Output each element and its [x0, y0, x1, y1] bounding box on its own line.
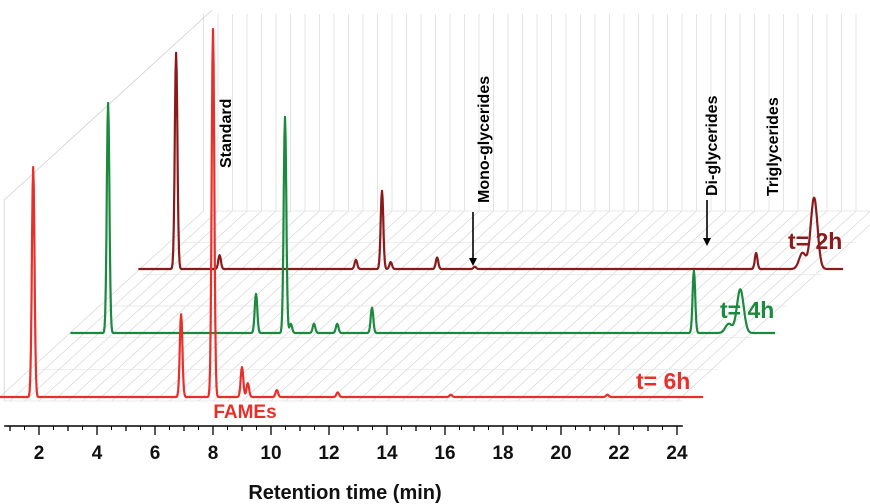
series-line-1 [137, 51, 844, 271]
series-label-2: t= 4h [720, 297, 774, 323]
x-tick-label: 6 [150, 443, 161, 464]
x-axis: 2 4 6 8 10 12 14 16 18 20 22 24 [4, 425, 688, 464]
annotation-triglycerides: Triglycerides [765, 97, 782, 196]
x-tick-label: 14 [376, 443, 398, 464]
annotation-monoglycerides: Mono-glycerides [476, 76, 493, 203]
series-label-3: t= 6h [636, 368, 690, 394]
x-tick-label: 16 [434, 443, 455, 464]
x-tick-label: 12 [318, 443, 339, 464]
x-tick-label: 4 [92, 443, 103, 464]
arrow-monoglycerides-head [469, 258, 477, 266]
arrow-diglycerides-head [703, 238, 711, 246]
series-traces: t= 2h t= 4h t= 6h [0, 27, 844, 399]
x-tick-label: 2 [34, 443, 45, 464]
x-tick-label: 24 [666, 443, 688, 464]
series-line-2 [69, 101, 776, 335]
annotations: Standard Mono-glycerides Di-glycerides Trig… [213, 76, 782, 423]
x-tick-label: 18 [492, 443, 513, 464]
x-axis-title: Retention time (min) [248, 482, 441, 504]
series-label-1: t= 2h [788, 228, 842, 254]
series-line-3 [0, 27, 704, 399]
x-tick-label: 10 [260, 443, 281, 464]
x-tick-label: 22 [608, 443, 629, 464]
annotation-standard: Standard [218, 99, 235, 168]
perspective-grid [0, 9, 870, 402]
annotation-diglycerides: Di-glycerides [704, 95, 721, 196]
x-tick-label: 20 [550, 443, 571, 464]
x-tick-label: 8 [208, 443, 219, 464]
annotation-fames: FAMEs [213, 402, 276, 423]
